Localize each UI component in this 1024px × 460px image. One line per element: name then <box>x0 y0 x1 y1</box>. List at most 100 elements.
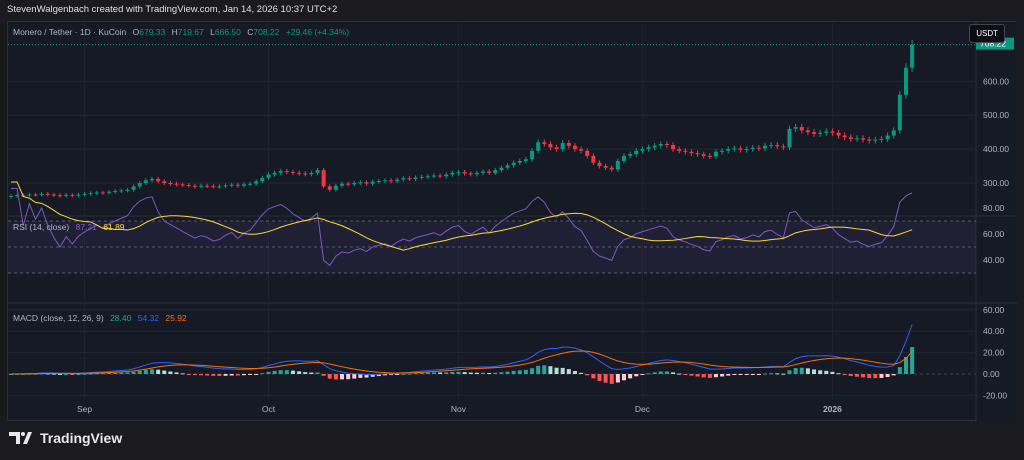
macd-histogram-bar <box>290 370 295 374</box>
candle-body <box>389 180 394 182</box>
macd-histogram-bar <box>113 372 118 374</box>
symbol-title: Monero / Tether · 1D · KuCoin <box>13 27 127 37</box>
chart-canvas[interactable]: 300.00 400.00 500.00 600.00 Sep Oct Nov Dec 2026… <box>8 22 1017 422</box>
candle-body <box>769 145 774 147</box>
candle-body <box>456 172 461 174</box>
macd-histogram-bar <box>732 374 737 375</box>
macd-histogram-bar <box>143 369 148 374</box>
macd-histogram-bar <box>241 374 246 376</box>
price-tick-label: 400.00 <box>983 144 1009 154</box>
candle-body <box>401 178 406 180</box>
candle-body <box>395 179 400 182</box>
macd-histogram-bar <box>340 374 345 380</box>
candle-body <box>180 184 185 186</box>
candle-body <box>192 185 197 187</box>
candle-body <box>113 191 118 193</box>
macd-histogram-bar <box>58 373 63 375</box>
symbol-legend: Monero / Tether · 1D · KuCoin O679.33 H7… <box>13 27 353 37</box>
macd-histogram-bar <box>481 372 486 374</box>
candle-body <box>15 195 20 197</box>
candle-body <box>585 150 590 156</box>
candle-body <box>9 195 13 197</box>
candle-body <box>536 142 541 151</box>
macd-tick-label: 60.00 <box>983 305 1005 315</box>
candle-body <box>910 44 915 68</box>
rsi-tick-label: 40.00 <box>983 255 1005 265</box>
macd-histogram-bar <box>566 369 571 374</box>
macd-histogram-bar <box>419 372 424 374</box>
macd-histogram-bar <box>425 372 430 374</box>
macd-histogram-bar <box>891 374 896 376</box>
logo-text: TradingView <box>40 430 123 446</box>
time-tick-label: Nov <box>451 404 467 414</box>
macd-histogram-bar <box>450 371 455 374</box>
candle-body <box>854 138 859 140</box>
candle-body <box>462 172 467 174</box>
macd-histogram-bar <box>499 372 504 374</box>
macd-histogram-bar <box>713 374 718 378</box>
candle-body <box>726 149 731 151</box>
macd-histogram-bar <box>523 369 528 374</box>
candle-body <box>223 185 228 187</box>
macd-histogram-bar <box>762 373 767 375</box>
candle-body <box>419 176 424 178</box>
candle-body <box>266 174 271 178</box>
candle-body <box>818 132 823 134</box>
macd-histogram-bar <box>628 374 633 379</box>
macd-histogram-bar <box>131 371 136 374</box>
candle-body <box>781 146 786 148</box>
candle-body <box>517 160 522 163</box>
macd-histogram-bar <box>217 374 222 376</box>
candle-body <box>683 150 688 152</box>
candle-body <box>750 147 755 150</box>
macd-histogram-bar <box>548 366 553 374</box>
macd-histogram-bar <box>897 367 902 374</box>
macd-histogram-bar <box>358 374 363 378</box>
macd-histogram-bar <box>211 374 216 376</box>
macd-tick-label: -20.00 <box>983 390 1007 400</box>
macd-histogram-bar <box>278 370 283 374</box>
macd-histogram-bar <box>597 374 602 381</box>
candle-body <box>425 176 430 178</box>
candle-body <box>738 148 743 150</box>
candle-body <box>720 150 725 152</box>
macd-histogram-bar <box>192 374 197 375</box>
tradingview-logo: TradingView <box>9 430 122 446</box>
macd-legend: MACD (close, 12, 26, 9) 28.40 54.32 25.9… <box>13 313 191 323</box>
macd-histogram-bar <box>88 373 93 375</box>
candle-body <box>671 145 676 150</box>
macd-tick-label: 40.00 <box>983 326 1005 336</box>
macd-histogram-bar <box>689 374 694 376</box>
price-axis <box>976 22 1017 422</box>
candle-body <box>186 185 191 187</box>
candle-body <box>39 193 44 195</box>
macd-histogram-bar <box>223 374 228 376</box>
macd-histogram-bar <box>818 370 823 374</box>
candle-body <box>701 154 706 156</box>
macd-histogram-bar <box>769 373 774 375</box>
candle-body <box>615 160 620 170</box>
candle-body <box>241 184 246 186</box>
macd-histogram-bar <box>9 374 13 375</box>
candle-body <box>836 132 841 136</box>
candle-body <box>628 154 633 156</box>
candle-body <box>88 193 93 195</box>
macd-histogram-bar <box>493 372 498 374</box>
candle-body <box>27 194 32 196</box>
candle-body <box>474 172 479 175</box>
candle-body <box>162 181 167 183</box>
macd-histogram-bar <box>315 372 320 374</box>
candle-body <box>376 180 381 182</box>
macd-histogram-bar <box>100 373 105 375</box>
macd-histogram-bar <box>137 370 142 374</box>
macd-label: MACD (close, 12, 26, 9) <box>13 313 104 323</box>
chart-panel[interactable]: 300.00 400.00 500.00 600.00 Sep Oct Nov Dec 2026… <box>7 21 1017 422</box>
macd-histogram-bar <box>658 371 663 374</box>
candle-body <box>143 180 148 183</box>
candle-body <box>156 178 161 182</box>
tradingview-logo-icon <box>9 432 32 444</box>
macd-histogram-bar <box>407 373 412 375</box>
currency-button[interactable]: USDT <box>969 24 1005 43</box>
candle-body <box>346 183 351 185</box>
candle-body <box>689 151 694 154</box>
